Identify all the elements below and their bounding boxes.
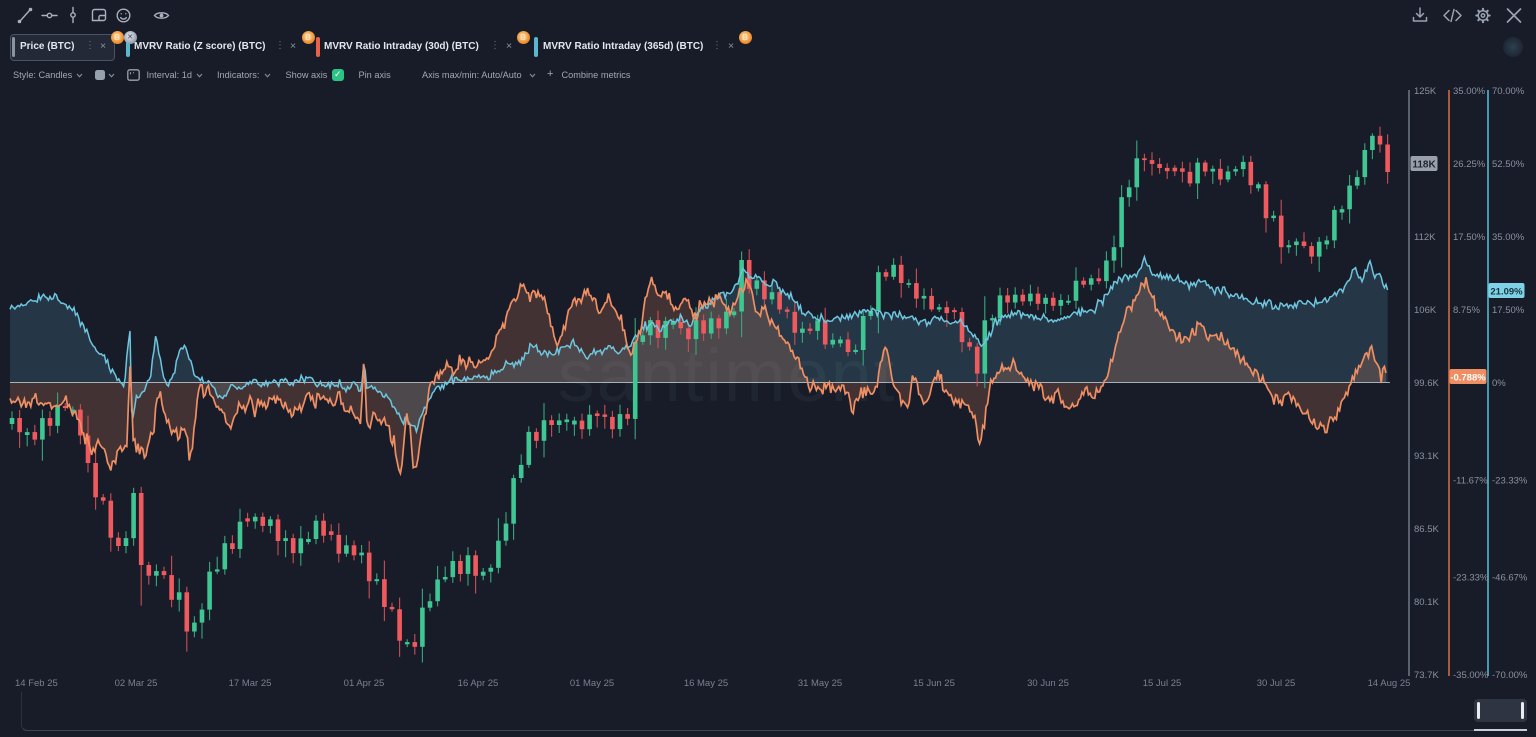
svg-text:52.50%: 52.50% [1492,159,1525,170]
svg-text:30 Jul 25: 30 Jul 25 [1257,678,1296,689]
svg-text:80.1K: 80.1K [1414,597,1439,608]
svg-text:125K: 125K [1414,86,1437,97]
svg-text:15 Jun 25: 15 Jun 25 [913,678,955,689]
svg-text:8.75%: 8.75% [1453,305,1480,316]
svg-text:17.50%: 17.50% [1492,305,1525,316]
svg-text:-35.00%: -35.00% [1453,670,1489,681]
svg-text:31 May 25: 31 May 25 [798,678,842,689]
svg-text:93.1K: 93.1K [1414,451,1439,462]
svg-text:26.25%: 26.25% [1453,159,1486,170]
svg-text:118K: 118K [1412,160,1436,171]
svg-text:-46.67%: -46.67% [1492,573,1528,584]
svg-text:112K: 112K [1414,232,1436,243]
svg-text:99.6K: 99.6K [1414,378,1439,389]
svg-text:86.5K: 86.5K [1414,524,1439,535]
svg-text:02 Mar 25: 02 Mar 25 [115,678,158,689]
svg-text:73.7K: 73.7K [1414,670,1439,681]
svg-text:-0.788%: -0.788% [1450,373,1486,384]
svg-text:17.50%: 17.50% [1453,232,1486,243]
svg-text:-23.33%: -23.33% [1453,573,1489,584]
svg-text:35.00%: 35.00% [1453,86,1486,97]
svg-text:21.09%: 21.09% [1490,287,1523,298]
svg-text:35.00%: 35.00% [1492,232,1525,243]
svg-text:14 Aug 25: 14 Aug 25 [1368,678,1411,689]
svg-text:16 Apr 25: 16 Apr 25 [458,678,499,689]
svg-text:106K: 106K [1414,305,1437,316]
svg-text:17 Mar 25: 17 Mar 25 [229,678,272,689]
svg-text:16 May 25: 16 May 25 [684,678,728,689]
svg-text:-11.67%: -11.67% [1453,475,1488,486]
svg-text:-23.33%: -23.33% [1492,475,1528,486]
svg-text:30 Jun 25: 30 Jun 25 [1027,678,1069,689]
svg-text:14 Feb 25: 14 Feb 25 [15,678,58,689]
svg-text:70.00%: 70.00% [1492,86,1525,97]
svg-text:15 Jul 25: 15 Jul 25 [1143,678,1182,689]
svg-text:0%: 0% [1492,378,1506,389]
svg-text:01 May 25: 01 May 25 [570,678,614,689]
svg-text:01 Apr 25: 01 Apr 25 [344,678,385,689]
svg-text:-70.00%: -70.00% [1492,670,1528,681]
